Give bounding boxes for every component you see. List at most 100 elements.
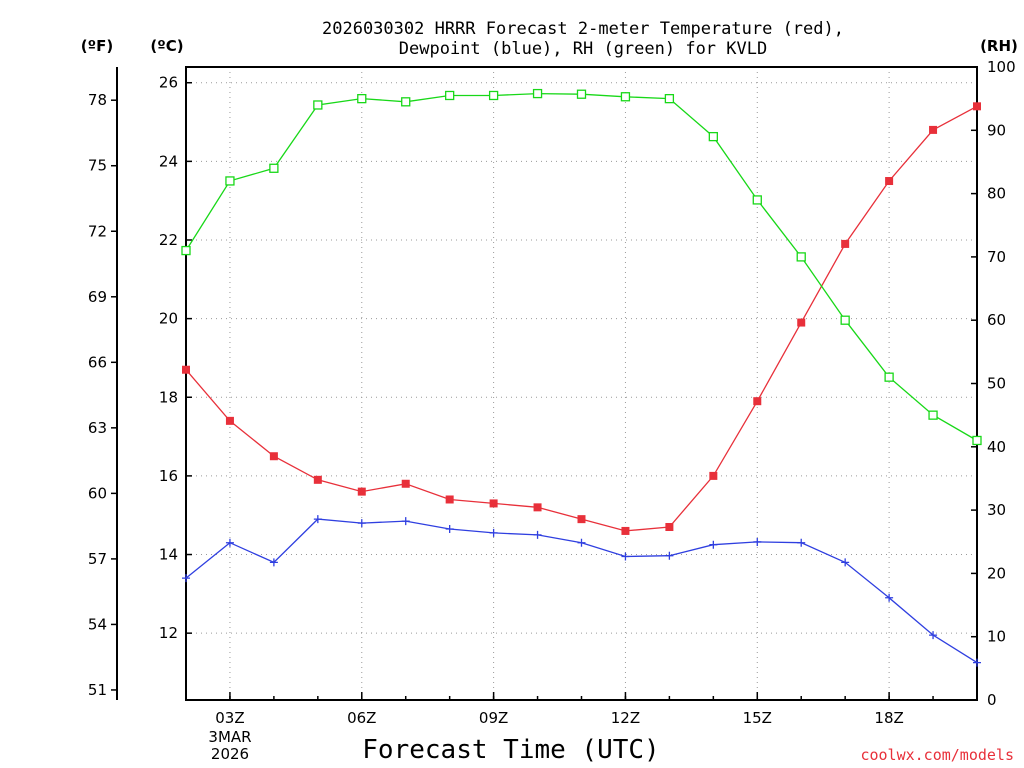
rh-tick-label: 40 xyxy=(987,438,1006,456)
rh-point xyxy=(928,410,938,420)
fahrenheit-tick-label: 75 xyxy=(88,157,107,175)
rh-point xyxy=(884,372,894,382)
dewpoint-point xyxy=(665,551,674,560)
rh-point xyxy=(181,245,191,256)
celsius-tick-label: 26 xyxy=(159,74,178,92)
fahrenheit-tick-label: 63 xyxy=(88,419,107,437)
celsius-tick-label: 12 xyxy=(159,624,178,642)
temperature-point xyxy=(357,487,366,496)
celsius-unit-label: (ºC) xyxy=(150,37,183,55)
data-series xyxy=(181,88,982,667)
rh-tick-label: 80 xyxy=(987,185,1006,203)
celsius-tick-label: 14 xyxy=(159,546,178,564)
fahrenheit-tick-label: 51 xyxy=(88,681,107,699)
rh-point xyxy=(840,315,850,325)
rh-tick-label: 50 xyxy=(987,375,1006,393)
fahrenheit-unit-label: (ºF) xyxy=(81,37,113,55)
fahrenheit-tick-label: 54 xyxy=(88,615,107,633)
temperature-point xyxy=(709,471,718,480)
x-tick-label: 03Z xyxy=(215,709,244,727)
dewpoint-point xyxy=(753,537,762,546)
temperature-point xyxy=(841,239,850,248)
rh-tick-label: 20 xyxy=(987,564,1006,582)
fahrenheit-tick-label: 66 xyxy=(88,353,107,371)
x-tick-label: 06Z xyxy=(347,709,376,727)
rh-point xyxy=(576,89,587,99)
celsius-tick-label: 22 xyxy=(159,231,178,249)
dewpoint-point xyxy=(445,524,454,533)
rh-tick-label: 90 xyxy=(987,121,1006,139)
rh-point xyxy=(796,252,806,262)
dewpoint-point xyxy=(621,552,630,561)
celsius-tick-label: 24 xyxy=(159,152,178,170)
rh-line xyxy=(185,92,978,442)
rh-tick-label: 70 xyxy=(987,248,1006,266)
chart-title-line-1: 2026030302 HRRR Forecast 2-meter Tempera… xyxy=(322,19,844,39)
date-label-year: 2026 xyxy=(211,745,249,763)
rh-point xyxy=(488,90,499,101)
temperature-point xyxy=(621,526,630,535)
dewpoint-point xyxy=(885,593,894,602)
rh-tick-label: 100 xyxy=(987,58,1016,76)
dewpoint-point xyxy=(357,519,366,528)
fahrenheit-tick-label: 78 xyxy=(88,91,107,109)
chart-title-line-2: Dewpoint (blue), RH (green) for KVLD xyxy=(399,39,767,59)
temperature-point xyxy=(929,125,938,134)
x-tick-label: 18Z xyxy=(874,709,903,727)
dewpoint-point xyxy=(182,574,190,583)
dewpoint-point xyxy=(929,631,938,640)
fahrenheit-tick-label: 69 xyxy=(88,288,107,306)
temperature-point xyxy=(225,416,234,425)
rh-point xyxy=(532,88,543,99)
temperature-point xyxy=(445,495,454,504)
rh-point xyxy=(269,163,279,173)
dewpoint-point xyxy=(973,658,981,667)
tick-labels: 12 14 16 18 20 22 24 26 51 54 57 60 63 66 69 72 75 78 0 10 2… xyxy=(88,58,1016,727)
rh-tick-label: 0 xyxy=(987,691,997,709)
x-tick-label: 09Z xyxy=(479,709,508,727)
rh-unit-label: (RH) xyxy=(980,37,1018,55)
temperature-point xyxy=(489,499,498,508)
celsius-tick-label: 16 xyxy=(159,467,178,485)
temperature-point xyxy=(665,523,674,532)
temperature-point xyxy=(973,102,981,111)
x-tick-label: 12Z xyxy=(611,709,640,727)
rh-tick-label: 60 xyxy=(987,311,1006,329)
rh-point xyxy=(708,131,718,142)
rh-point xyxy=(752,195,762,205)
temperature-point xyxy=(797,318,806,327)
date-label-month: 3MAR xyxy=(208,728,251,746)
celsius-tick-label: 18 xyxy=(159,388,178,406)
rh-point xyxy=(357,94,367,104)
x-axis-title: Forecast Time (UTC) xyxy=(362,735,659,765)
temperature-point xyxy=(269,452,278,461)
rh-point xyxy=(225,176,235,186)
dewpoint-point xyxy=(489,528,498,537)
rh-point xyxy=(972,435,982,446)
rh-point xyxy=(664,94,675,104)
fahrenheit-tick-label: 57 xyxy=(88,550,107,568)
celsius-tick-label: 20 xyxy=(159,310,178,328)
rh-tick-label: 30 xyxy=(987,501,1006,519)
rh-point xyxy=(401,97,411,107)
rh-point xyxy=(445,90,455,101)
temperature-point xyxy=(182,365,190,374)
axes xyxy=(111,66,978,701)
temperature-point xyxy=(533,503,542,512)
fahrenheit-tick-label: 72 xyxy=(88,222,107,240)
dewpoint-point xyxy=(313,515,322,524)
dewpoint-point xyxy=(841,558,850,567)
rh-point xyxy=(313,100,323,110)
temperature-point xyxy=(401,479,410,488)
plot-frame xyxy=(185,66,978,701)
rh-point xyxy=(620,92,631,102)
temperature-point xyxy=(577,515,586,524)
dewpoint-point xyxy=(577,538,586,547)
temperature-point xyxy=(885,177,894,186)
dewpoint-point xyxy=(225,538,234,547)
temperature-point xyxy=(753,397,762,406)
rh-tick-label: 10 xyxy=(987,628,1006,646)
site-credit: coolwx.com/models xyxy=(860,746,1014,764)
dewpoint-point xyxy=(709,540,718,549)
